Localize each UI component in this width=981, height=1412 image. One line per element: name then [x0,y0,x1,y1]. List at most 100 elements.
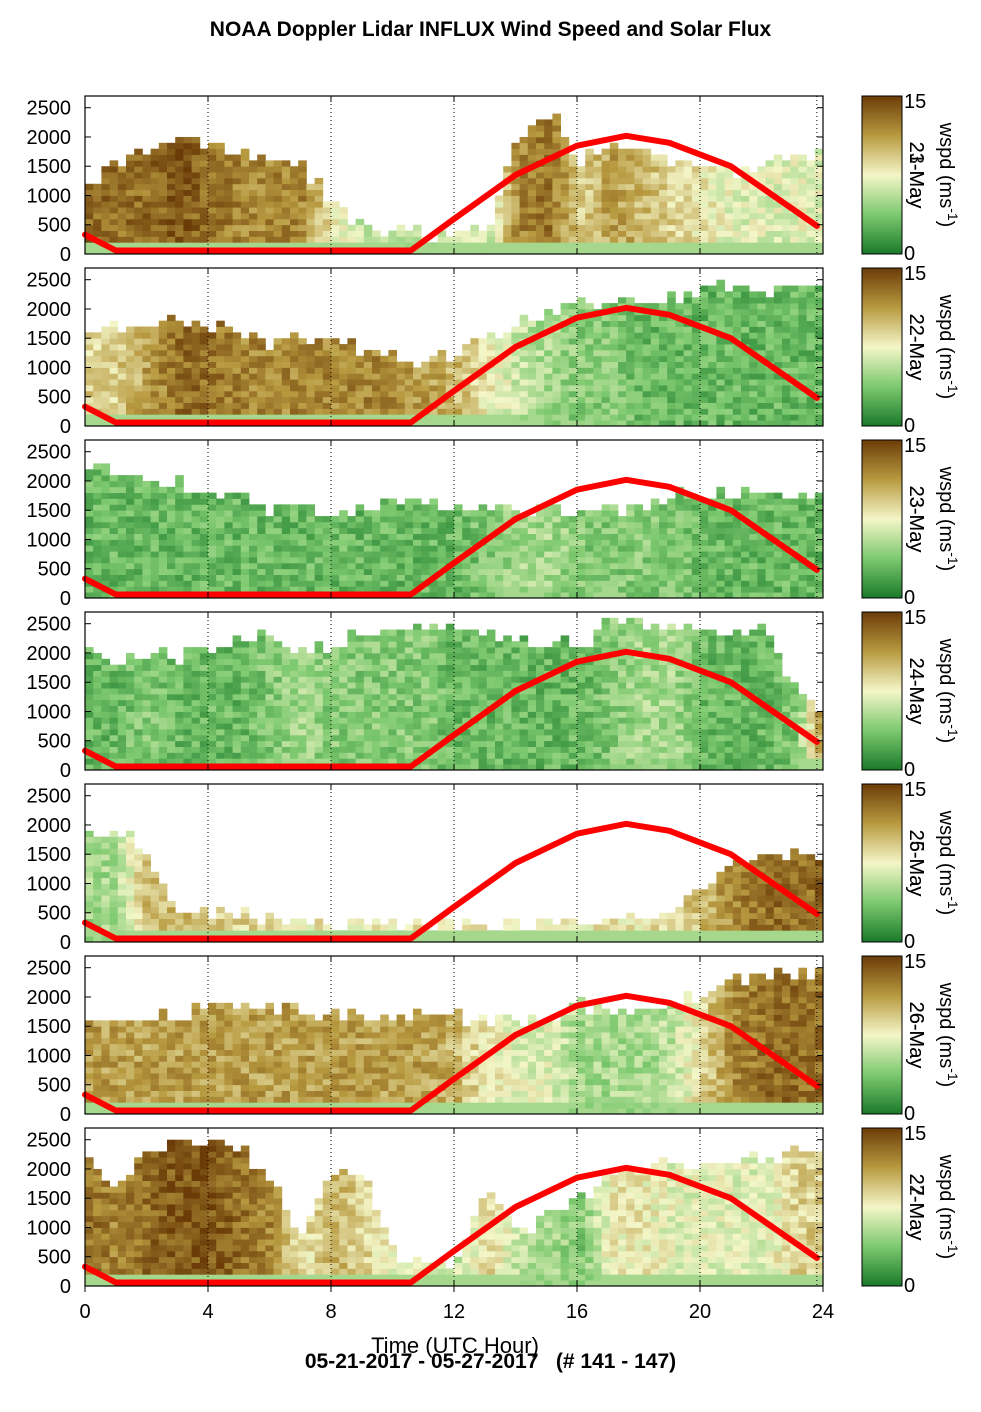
heatmap-cell [249,390,258,398]
heatmap-cell [421,527,430,535]
heatmap-cell [593,574,602,581]
heatmap-cell [536,224,545,231]
heatmap-cell [634,385,643,392]
heatmap-cell [601,527,611,535]
heatmap-cell [642,189,652,196]
heatmap-cell [741,332,750,339]
heatmap-cell [560,557,570,564]
heatmap-cell [495,402,504,409]
heatmap-cell [544,344,553,351]
heatmap-cell [642,539,652,546]
heatmap-cell [708,592,717,599]
heatmap-cell [560,551,570,558]
heatmap-cell [773,242,783,249]
heatmap-cell [732,344,742,351]
heatmap-cell [298,349,307,357]
heatmap-cell [527,402,537,409]
heatmap-cell [240,230,250,237]
heatmap-cell [478,516,488,523]
heatmap-cell [232,652,242,660]
heatmap-cell [732,177,742,185]
heatmap-cell [495,568,504,575]
heatmap-cell [355,510,365,517]
colorbar-min-label: 0 [904,587,915,609]
heatmap-cell [527,160,537,167]
heatmap-cell [470,390,479,398]
heatmap-cell [158,189,168,196]
heatmap-cell [249,557,258,564]
heatmap-cell [396,545,406,552]
heatmap-cell [396,224,406,231]
heatmap-cell [503,414,512,421]
heatmap-cell [134,361,143,368]
heatmap-cell [806,160,816,167]
heatmap-cell [757,172,766,179]
heatmap-cell [798,224,807,231]
heatmap-cell [585,402,594,409]
heatmap-cell [601,189,611,196]
heatmap-cell [355,516,365,523]
heatmap-cell [445,557,455,564]
heatmap-cell [724,201,734,208]
heatmap-cell [724,297,734,304]
heatmap-cell [511,586,520,593]
heatmap-cell [650,189,660,196]
heatmap-cell [618,539,627,546]
heatmap-cell [126,177,135,185]
heatmap-cell [618,297,627,304]
heatmap-cell [142,390,151,398]
heatmap-cell [782,533,791,540]
heatmap-cell [650,303,660,310]
heatmap-cell [749,510,758,517]
heatmap-cell [134,693,143,701]
heatmap-cell [224,213,233,220]
heatmap-cell [511,390,520,398]
heatmap-cell [134,682,143,689]
heatmap-cell [568,580,578,587]
heatmap-cell [85,498,94,505]
heatmap-cell [142,734,151,742]
heatmap-cell [511,154,520,161]
heatmap-cell [462,592,471,599]
heatmap-cell [716,172,725,179]
heatmap-cell [511,361,520,368]
heatmap-cell [183,326,192,333]
heatmap-cell [609,355,619,363]
heatmap-cell [191,414,201,421]
heatmap-cell [765,568,775,575]
heatmap-cell [199,734,209,742]
heatmap-cell [560,142,570,150]
heatmap-cell [208,711,217,718]
heatmap-cell [199,699,209,707]
heatmap-cell [183,740,192,747]
heatmap-cell [585,201,594,208]
heatmap-cell [265,373,274,380]
heatmap-cell [372,408,381,415]
heatmap-cell [134,183,143,191]
heatmap-cell [224,676,233,683]
heatmap-cell [150,705,160,712]
heatmap-cell [741,562,750,570]
heatmap-cell [355,355,365,363]
heatmap-cell [298,218,307,226]
heatmap-cell [642,349,652,357]
heatmap-cell [765,367,775,374]
heatmap-cell [470,248,479,255]
heatmap-cell [511,230,520,237]
heatmap-cell [93,367,102,374]
heatmap-cell [224,664,233,671]
heatmap-cell [503,248,512,255]
heatmap-cell [724,177,734,185]
heatmap-cell [150,361,160,368]
heatmap-cell [429,414,438,421]
heatmap-cell [618,402,627,409]
heatmap-cell [683,303,693,310]
heatmap-cell [240,344,250,351]
heatmap-cell [150,711,160,718]
heatmap-cell [331,516,340,523]
heatmap-cell [790,510,799,517]
heatmap-cell [544,402,553,409]
heatmap-cell [232,647,242,654]
heatmap-cell [609,349,619,357]
heatmap-cell [642,414,652,421]
